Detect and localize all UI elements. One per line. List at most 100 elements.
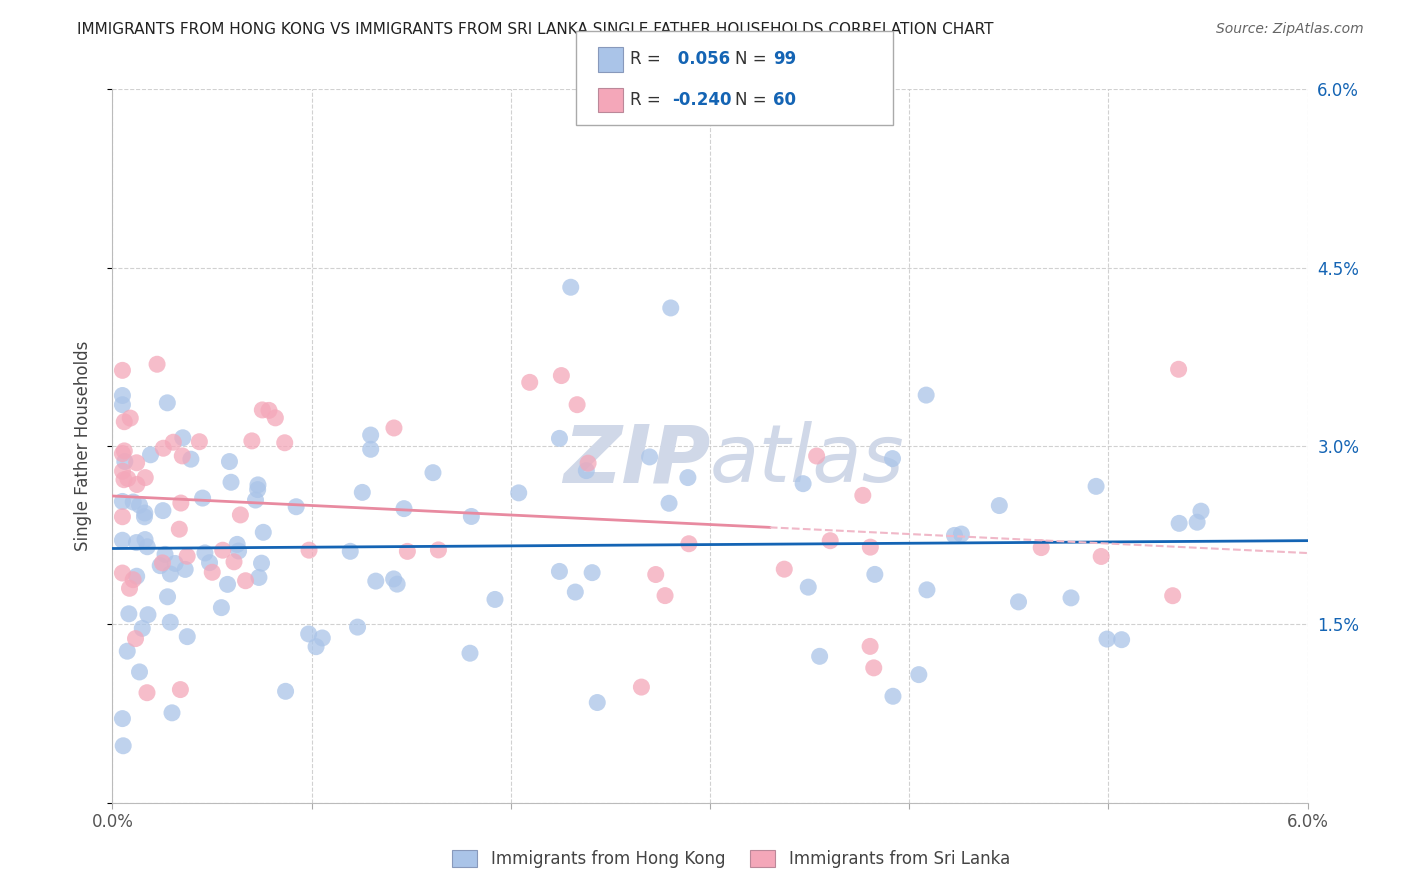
Point [908, 667, 931, 681]
Point [1085, 479, 1108, 493]
Point [508, 486, 530, 500]
Point [176, 630, 198, 644]
Point [1185, 515, 1208, 529]
Point [427, 543, 450, 558]
Point [118, 607, 141, 621]
Point [209, 600, 232, 615]
Point [360, 442, 382, 457]
Point [111, 712, 134, 726]
Point [128, 498, 150, 512]
Point [806, 449, 828, 463]
Point [676, 470, 699, 484]
Text: N =: N = [735, 91, 772, 109]
Text: -0.240: -0.240 [672, 91, 731, 109]
Point [560, 280, 582, 294]
Point [201, 566, 224, 580]
Y-axis label: Single Father Households: Single Father Households [73, 341, 91, 551]
Point [818, 533, 841, 548]
Point [1161, 589, 1184, 603]
Point [122, 495, 145, 509]
Point [169, 522, 191, 536]
Point [252, 525, 274, 540]
Point [298, 543, 321, 558]
Point [159, 566, 181, 581]
Point [117, 471, 139, 485]
Point [112, 415, 135, 429]
Point [125, 456, 148, 470]
Point [575, 464, 598, 478]
Point [228, 544, 250, 558]
Text: IMMIGRANTS FROM HONG KONG VS IMMIGRANTS FROM SRI LANKA SINGLE FATHER HOUSEHOLDS : IMMIGRANTS FROM HONG KONG VS IMMIGRANTS … [77, 22, 994, 37]
Point [191, 491, 214, 505]
Point [112, 739, 135, 753]
Point [226, 537, 249, 551]
Point [1111, 632, 1133, 647]
Point [654, 589, 676, 603]
Point [245, 493, 267, 508]
Point [458, 646, 481, 660]
Text: 0.056: 0.056 [672, 50, 730, 69]
Point [658, 496, 681, 510]
Point [134, 533, 156, 547]
Point [644, 567, 666, 582]
Point [111, 446, 134, 460]
Point [120, 411, 142, 425]
Point [915, 388, 938, 402]
Point [422, 466, 444, 480]
Point [134, 506, 156, 520]
Point [678, 537, 700, 551]
Point [1189, 504, 1212, 518]
Point [194, 546, 217, 560]
Point [396, 544, 419, 558]
Point [630, 680, 652, 694]
Point [339, 544, 361, 558]
Point [360, 428, 382, 442]
Point [298, 627, 321, 641]
Point [305, 640, 328, 654]
Point [156, 590, 179, 604]
Point [274, 435, 297, 450]
Point [152, 556, 174, 570]
Point [111, 464, 134, 478]
Point [638, 450, 661, 464]
Point [1031, 541, 1053, 555]
Point [1007, 595, 1029, 609]
Point [176, 549, 198, 564]
Point [859, 540, 882, 554]
Point [162, 435, 184, 450]
Point [134, 470, 156, 484]
Point [247, 570, 270, 584]
Point [392, 501, 415, 516]
Point [915, 582, 938, 597]
Point [264, 410, 287, 425]
Point [943, 528, 966, 542]
Point [111, 533, 134, 548]
Point [156, 396, 179, 410]
Point [131, 621, 153, 635]
Point [773, 562, 796, 576]
Point [172, 449, 194, 463]
Point [136, 607, 159, 622]
Point [149, 558, 172, 573]
Point [146, 357, 169, 371]
Point [111, 494, 134, 508]
Point [114, 454, 136, 468]
Point [548, 565, 571, 579]
Point [352, 485, 374, 500]
Point [252, 403, 274, 417]
Point [460, 509, 482, 524]
Point [111, 566, 134, 580]
Point [382, 572, 405, 586]
Point [112, 443, 135, 458]
Point [218, 454, 240, 468]
Point [484, 592, 506, 607]
Point [586, 696, 609, 710]
Point [152, 442, 174, 456]
Text: N =: N = [735, 50, 772, 69]
Point [581, 566, 603, 580]
Point [548, 431, 571, 445]
Point [882, 451, 904, 466]
Point [852, 488, 875, 502]
Point [274, 684, 297, 698]
Point [1090, 549, 1112, 564]
